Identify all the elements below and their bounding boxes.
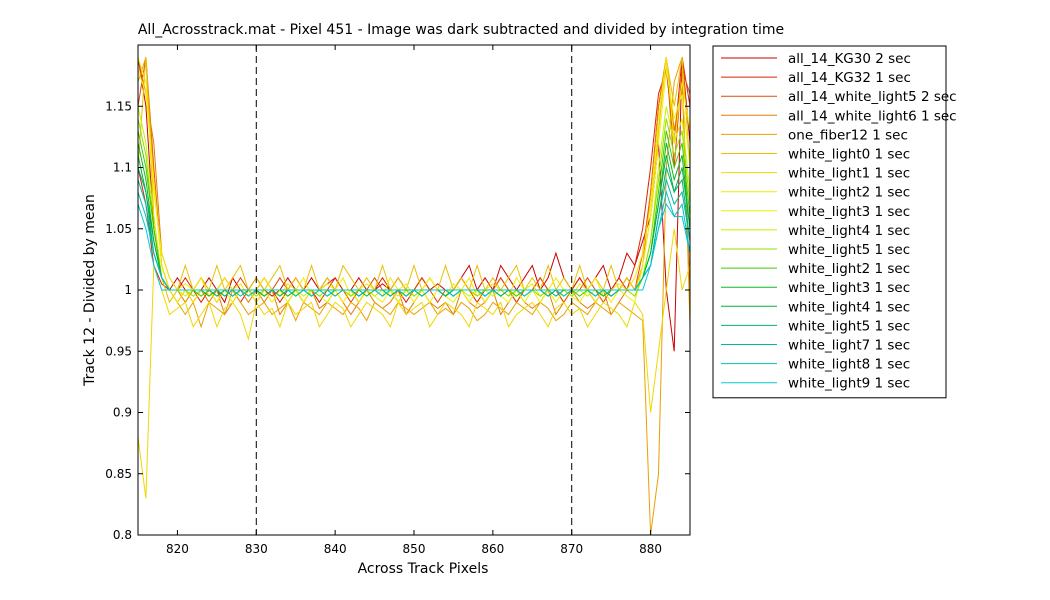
y-tick-label: 1.15: [105, 99, 132, 113]
legend-label: white_light5 1 sec: [788, 318, 910, 334]
x-tick-label: 840: [324, 542, 347, 556]
chart-title: All_Acrosstrack.mat - Pixel 451 - Image …: [138, 22, 784, 38]
legend-label: white_light8 1 sec: [788, 357, 910, 373]
legend-box: [712, 45, 947, 399]
x-tick-label: 880: [639, 542, 662, 556]
legend-label: white_light0 1 sec: [788, 147, 910, 163]
series-line-9: [138, 69, 690, 304]
reference-lines: [255, 45, 573, 535]
x-tick-label: 830: [245, 542, 268, 556]
legend-label: all_14_KG30 2 sec: [788, 51, 911, 67]
y-axis-label: Track 12 - Divided by mean: [82, 194, 98, 387]
legend-label: white_light3 1 sec: [788, 280, 910, 296]
series-line-7: [138, 228, 690, 499]
legend-label: white_light4 1 sec: [788, 299, 910, 315]
series-group: [138, 57, 690, 535]
x-axis: 820 830 840 850 860 870 880: [166, 45, 662, 556]
x-axis-label: Across Track Pixels: [358, 561, 489, 577]
legend-label: all_14_white_light6 1 sec: [788, 108, 957, 124]
y-tick-label: 0.9: [113, 406, 132, 420]
y-tick-label: 1: [124, 283, 132, 297]
x-tick-label: 860: [481, 542, 504, 556]
y-tick-label: 0.8: [113, 528, 132, 542]
legend-label: white_light9 1 sec: [788, 376, 910, 392]
y-tick-label: 0.95: [105, 344, 132, 358]
legend-label: one_fiber12 1 sec: [788, 127, 908, 143]
x-tick-label: 820: [166, 542, 189, 556]
y-tick-label: 0.85: [105, 467, 132, 481]
legend-label: all_14_white_light5 2 sec: [788, 89, 957, 105]
legend-label: all_14_KG32 1 sec: [788, 70, 911, 86]
series-line-18: [138, 203, 690, 297]
legend-label: white_light2 1 sec: [788, 261, 910, 277]
y-tick-label: 1.1: [113, 161, 132, 175]
legend-label: white_light4 1 sec: [788, 223, 910, 239]
legend-label: white_light3 1 sec: [788, 204, 910, 220]
legend-label: white_light1 1 sec: [788, 166, 910, 182]
series-line-6: [138, 57, 690, 304]
legend: all_14_KG30 2 sec all_14_KG32 1 sec all_14…: [712, 45, 957, 399]
legend-label: white_light2 1 sec: [788, 185, 910, 201]
y-axis: 0.8 0.85 0.9 0.95 1 1.05 1.1 1.15: [105, 99, 690, 542]
x-tick-label: 850: [403, 542, 426, 556]
legend-label: white_light5 1 sec: [788, 242, 910, 258]
legend-label: white_light7 1 sec: [788, 338, 910, 354]
x-tick-label: 870: [560, 542, 583, 556]
y-tick-label: 1.05: [105, 222, 132, 236]
